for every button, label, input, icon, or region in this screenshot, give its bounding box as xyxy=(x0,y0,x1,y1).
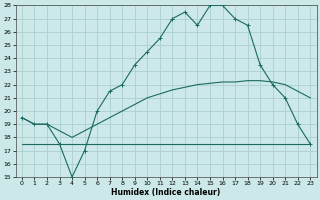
X-axis label: Humidex (Indice chaleur): Humidex (Indice chaleur) xyxy=(111,188,221,197)
